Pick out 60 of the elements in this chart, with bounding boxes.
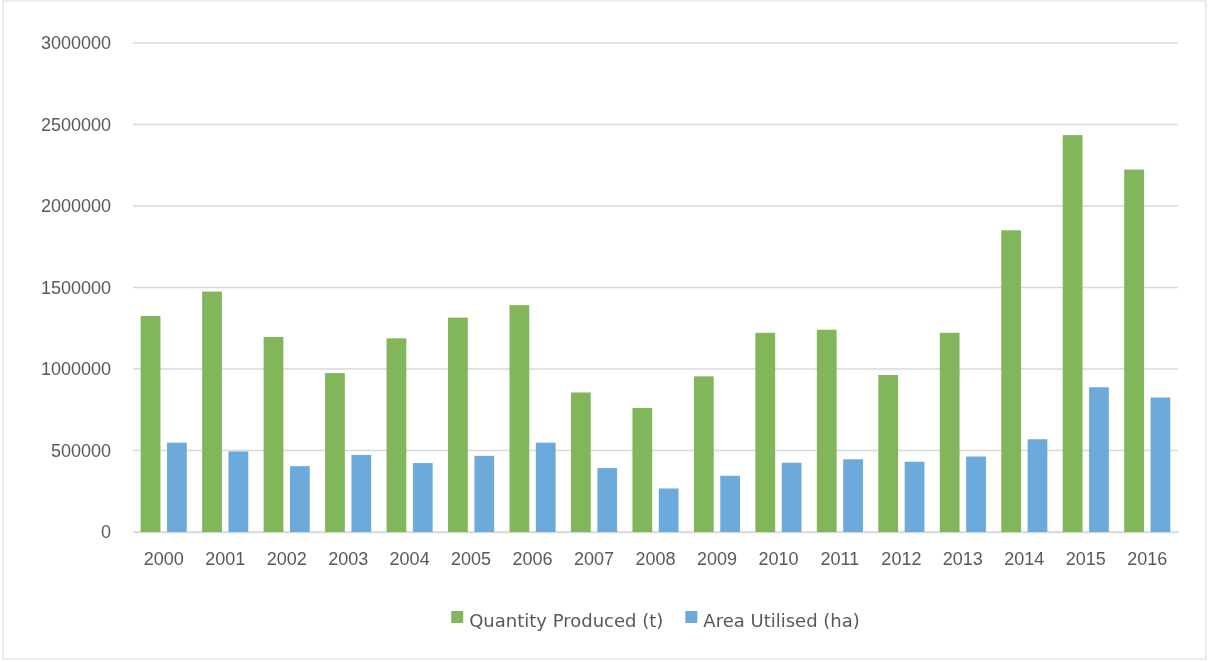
bar <box>535 442 556 532</box>
x-tick-label: 2012 <box>881 548 922 569</box>
bar <box>474 455 495 532</box>
bar <box>412 463 433 532</box>
y-tick-label: 3000000 <box>40 33 111 54</box>
bar <box>755 332 776 532</box>
legend-label: Area Utilised (ha) <box>703 610 860 631</box>
x-tick-label: 2006 <box>512 548 553 569</box>
legend-label: Quantity Produced (t) <box>469 610 664 631</box>
y-tick-label: 500000 <box>50 440 111 461</box>
bar <box>843 459 863 532</box>
y-tick-label: 1500000 <box>40 277 111 298</box>
x-tick-label: 2007 <box>574 548 615 569</box>
bar <box>570 392 591 532</box>
bar <box>386 338 407 532</box>
x-tick-label: 2016 <box>1127 548 1168 569</box>
bar <box>693 376 714 532</box>
bar <box>202 291 222 532</box>
y-tick-label: 2500000 <box>40 114 111 135</box>
x-tick-label: 2001 <box>205 548 246 569</box>
bar <box>816 329 837 532</box>
bar <box>140 316 161 532</box>
bar <box>597 468 618 532</box>
bar <box>1150 397 1171 532</box>
bar <box>720 475 741 532</box>
x-tick-label: 2008 <box>635 548 676 569</box>
bar <box>448 317 468 532</box>
bar <box>263 337 284 532</box>
x-tick-label: 2011 <box>820 548 860 569</box>
bar <box>939 332 960 532</box>
bar <box>351 454 372 532</box>
y-tick-label: 0 <box>100 522 111 543</box>
bar <box>878 375 899 532</box>
x-tick-label: 2000 <box>143 548 184 569</box>
bar <box>289 466 310 532</box>
bar <box>509 305 530 532</box>
x-tick-label: 2002 <box>266 548 307 569</box>
bar <box>1062 135 1083 532</box>
x-tick-label: 2015 <box>1065 548 1106 569</box>
bar <box>1001 230 1022 532</box>
x-tick-label: 2005 <box>451 548 492 569</box>
bar <box>167 442 187 532</box>
y-tick-label: 1000000 <box>40 359 111 380</box>
y-tick-label: 2000000 <box>40 196 111 217</box>
bar <box>966 456 986 532</box>
bar <box>632 407 653 532</box>
bar <box>904 461 925 532</box>
x-tick-label: 2004 <box>389 548 430 569</box>
x-tick-label: 2013 <box>942 548 983 569</box>
x-tick-label: 2014 <box>1004 548 1045 569</box>
bar <box>228 451 249 532</box>
x-tick-label: 2009 <box>696 548 737 569</box>
x-tick-label: 2010 <box>758 548 799 569</box>
bar <box>1089 387 1109 532</box>
bar <box>325 373 345 532</box>
bar <box>781 462 802 532</box>
bar <box>1124 169 1144 532</box>
bar <box>1027 439 1048 532</box>
x-tick-label: 2003 <box>328 548 369 569</box>
bar <box>658 488 679 532</box>
